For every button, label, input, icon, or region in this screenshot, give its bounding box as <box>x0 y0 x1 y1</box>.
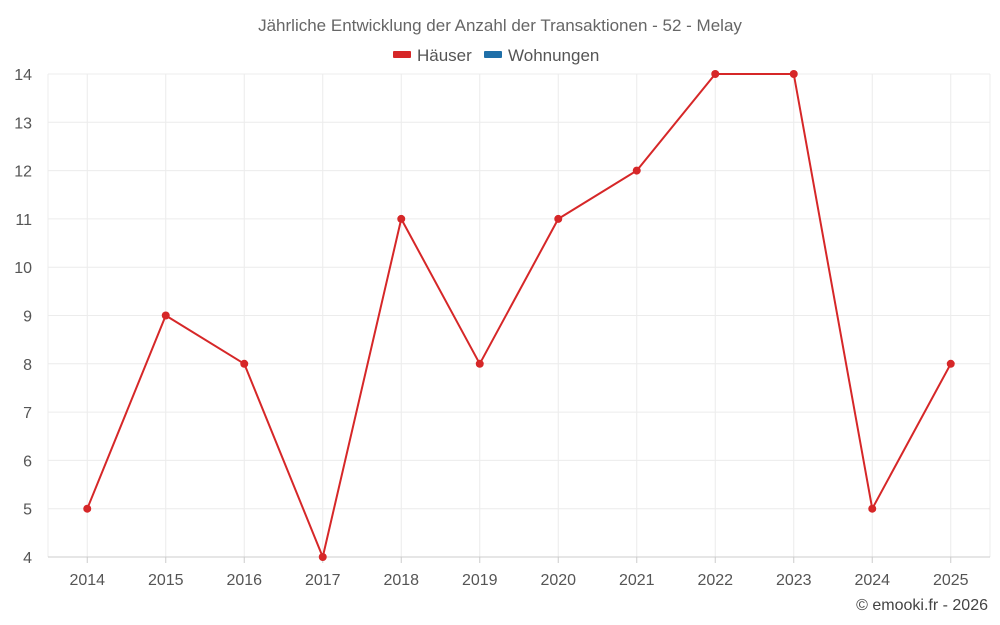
data-point[interactable] <box>83 504 92 513</box>
x-tick-label: 2023 <box>776 572 812 589</box>
legend-item-haeuser[interactable]: Häuser <box>393 46 472 65</box>
data-point[interactable] <box>240 359 249 368</box>
data-point[interactable] <box>711 70 720 78</box>
legend-swatch-haeuser <box>393 51 411 58</box>
legend-item-wohnungen[interactable]: Wohnungen <box>484 46 599 65</box>
data-point[interactable] <box>789 70 798 78</box>
data-point[interactable] <box>475 359 484 368</box>
data-point[interactable] <box>632 166 641 175</box>
x-tick-label: 2022 <box>697 572 733 589</box>
x-tick-label: 2024 <box>854 572 890 589</box>
legend: Häuser Wohnungen <box>393 46 599 65</box>
legend-label-haeuser: Häuser <box>417 46 472 65</box>
y-tick-label: 8 <box>23 357 32 374</box>
legend-label-wohnungen: Wohnungen <box>508 46 599 65</box>
x-tick-label: 2016 <box>226 572 262 589</box>
y-tick-label: 10 <box>14 260 32 277</box>
data-points <box>83 70 955 561</box>
y-tick-label: 14 <box>14 67 32 84</box>
x-tick-label: 2025 <box>933 572 969 589</box>
x-tick-label: 2017 <box>305 572 341 589</box>
series-haeuser <box>86 73 952 558</box>
data-point[interactable] <box>318 553 327 561</box>
data-point[interactable] <box>161 311 170 320</box>
data-point[interactable] <box>397 214 406 223</box>
data-point[interactable] <box>554 214 563 223</box>
x-tick-label: 2015 <box>148 572 184 589</box>
y-tick-label: 6 <box>23 453 32 470</box>
grid <box>47 73 991 557</box>
y-tick-label: 13 <box>14 115 32 132</box>
y-tick-label: 4 <box>23 550 32 567</box>
y-tick-label: 5 <box>23 502 32 519</box>
data-point[interactable] <box>946 359 955 368</box>
y-tick-label: 7 <box>23 405 32 422</box>
legend-swatch-wohnungen <box>484 51 502 58</box>
chart-title: Jährliche Entwicklung der Anzahl der Tra… <box>258 16 742 35</box>
y-tick-label: 9 <box>23 309 32 326</box>
series-line-0 <box>86 73 952 558</box>
x-tick-label: 2018 <box>383 572 419 589</box>
x-tick-label: 2020 <box>540 572 576 589</box>
y-tick-label: 12 <box>14 164 32 181</box>
x-tick-label: 2021 <box>619 572 655 589</box>
x-tick-label: 2019 <box>462 572 498 589</box>
y-tick-label: 11 <box>15 212 32 229</box>
credit-text: © emooki.fr - 2026 <box>856 597 988 614</box>
x-tick-label: 2014 <box>69 572 105 589</box>
data-point[interactable] <box>868 504 877 513</box>
axes: 4 5 6 7 8 9 10 11 12 13 14 2014 2015 2016 2017 2018 2019… <box>14 67 990 589</box>
